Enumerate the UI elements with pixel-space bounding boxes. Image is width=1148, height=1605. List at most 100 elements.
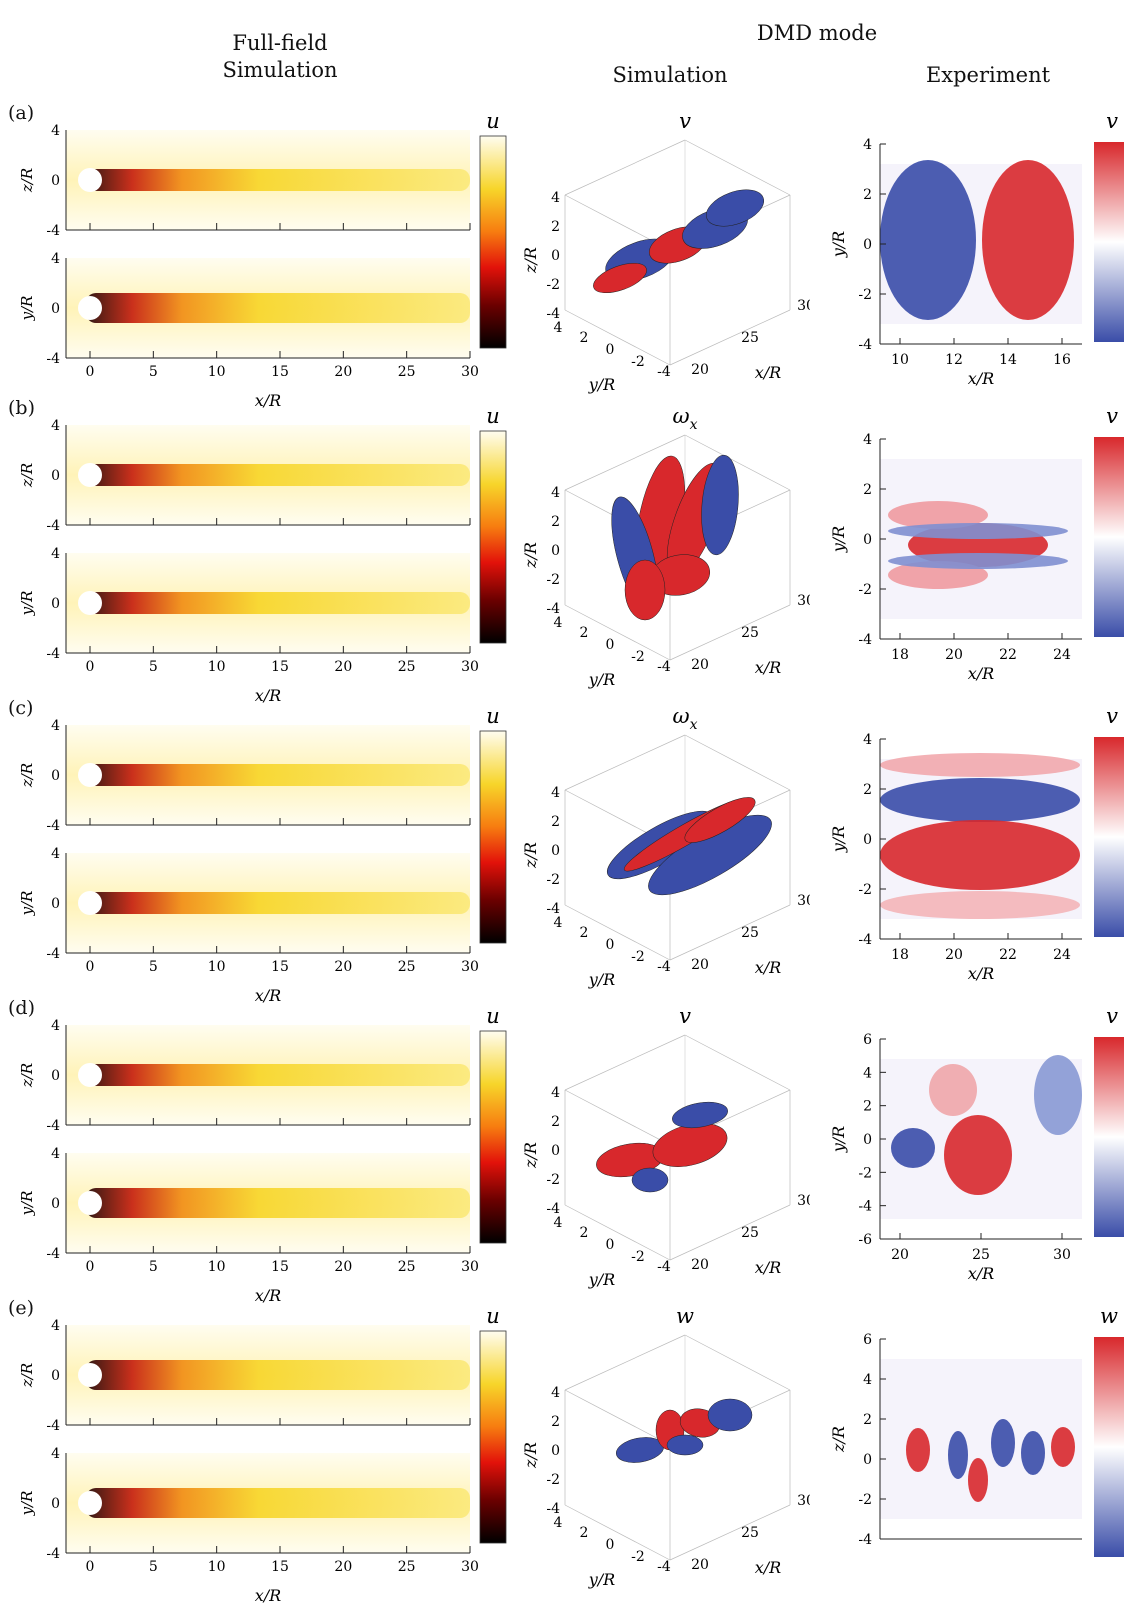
x-tick-label: 30 xyxy=(461,1259,479,1275)
y-tick-label: 0 xyxy=(51,896,60,912)
y-tick-label: 4 xyxy=(554,615,563,631)
bluff-body xyxy=(78,296,102,320)
y-tick-label: -4 xyxy=(46,1118,60,1134)
x-tick-label: 30 xyxy=(797,593,810,609)
y-tick-label: 4 xyxy=(51,1146,60,1162)
x-tick-label: 15 xyxy=(271,659,289,675)
axis-label: x/R xyxy=(255,1286,281,1305)
y-tick-label: 2 xyxy=(580,625,589,641)
y-tick-label: 0 xyxy=(863,1132,872,1148)
y-tick-label: -4 xyxy=(858,932,872,948)
y-tick-label: 0 xyxy=(863,532,872,548)
z-tick-label: 4 xyxy=(551,785,560,801)
colorbar-diverging xyxy=(1094,1337,1124,1557)
y-tick-label: 2 xyxy=(863,1412,872,1428)
wake-region xyxy=(86,592,470,614)
header-full-field: Full-field Simulation xyxy=(222,31,338,82)
x-tick-label: 25 xyxy=(741,330,759,346)
y-tick-label: -6 xyxy=(858,1232,872,1248)
axis-label: y/R xyxy=(20,1191,36,1217)
y-tick-label: 2 xyxy=(580,1525,589,1541)
y-tick-label: 4 xyxy=(51,251,60,267)
y-tick-label: -4 xyxy=(46,1546,60,1562)
axis-label: y/R xyxy=(829,526,848,553)
axis-label: x/R xyxy=(968,369,994,388)
dmd-experiment-panel: w 6 4 2 0 -2 -4 z/R xyxy=(829,1305,1124,1557)
wake-region xyxy=(86,1360,470,1390)
wake-region xyxy=(86,1188,470,1218)
y-tick-label: -4 xyxy=(657,1259,671,1275)
bluff-body xyxy=(78,763,102,787)
x-tick-label: 18 xyxy=(891,647,909,663)
x-tick-label: 30 xyxy=(797,893,810,909)
x-tick-label: 30 xyxy=(797,1193,810,1209)
y-tick-label: -2 xyxy=(858,1492,872,1508)
x-tick-label: 24 xyxy=(1053,947,1071,963)
z-tick-label: -4 xyxy=(546,901,560,917)
y-tick-label: 4 xyxy=(51,1446,60,1462)
axis-label: y/R xyxy=(588,670,615,689)
y-tick-label: -4 xyxy=(46,223,60,239)
colorbar-title: u xyxy=(486,1005,500,1028)
mode-region xyxy=(929,1064,977,1116)
z-tick-label: 0 xyxy=(551,1443,560,1459)
y-tick-label: -4 xyxy=(858,632,872,648)
panel-label: (c) xyxy=(8,697,34,719)
colorbar-diverging xyxy=(1094,737,1124,937)
colorbar-diverging xyxy=(1094,1037,1124,1237)
axis-label: y/R xyxy=(588,375,615,394)
variable-label: v xyxy=(679,110,691,133)
y-tick-label: -4 xyxy=(858,1532,872,1548)
axis-label: z/R xyxy=(20,763,36,788)
x-tick-label: 20 xyxy=(691,957,709,973)
x-tick-label: 20 xyxy=(691,362,709,378)
y-tick-label: 4 xyxy=(863,432,872,448)
axis-label: y/R xyxy=(588,970,615,989)
isosurface-blob xyxy=(593,262,647,294)
axis-label: x/R xyxy=(968,1264,994,1283)
y-tick-label: -4 xyxy=(46,518,60,534)
y-tick-label: 0 xyxy=(51,1068,60,1084)
x-tick-label: 20 xyxy=(334,1559,352,1575)
y-tick-label: 0 xyxy=(863,832,872,848)
mode-region xyxy=(888,553,1068,569)
x-tick-label: 0 xyxy=(86,659,95,675)
isosurface-blob xyxy=(701,454,739,556)
colorbar-title: u xyxy=(486,405,500,428)
x-tick-label: 0 xyxy=(86,364,95,380)
x-tick-label: 20 xyxy=(691,657,709,673)
colorbar-title: u xyxy=(486,1305,500,1328)
wake-region xyxy=(86,293,470,323)
z-tick-label: 2 xyxy=(551,1414,560,1430)
x-tick-label: 10 xyxy=(208,1259,226,1275)
x-tick-label: 24 xyxy=(1053,647,1071,663)
y-tick-label: 0 xyxy=(606,637,615,653)
bluff-body xyxy=(78,891,102,915)
z-tick-label: 4 xyxy=(551,190,560,206)
x-tick-label: 20 xyxy=(334,659,352,675)
variable-label: v xyxy=(1106,705,1118,728)
z-tick-label: 0 xyxy=(551,543,560,559)
x-tick-label: 20 xyxy=(334,1259,352,1275)
axis-label: y/R xyxy=(20,296,36,322)
y-tick-label: 2 xyxy=(863,187,872,203)
x-tick-label: 25 xyxy=(741,625,759,641)
axis-label: z/R xyxy=(20,1063,36,1088)
variable-label: v xyxy=(1106,110,1118,133)
axis-label: z/R xyxy=(20,1363,36,1388)
y-tick-label: -4 xyxy=(46,1246,60,1262)
mode-region xyxy=(880,160,976,320)
variable-label: v xyxy=(1106,1005,1118,1028)
colorbar-title: u xyxy=(486,705,500,728)
y-tick-label: -4 xyxy=(46,1418,60,1434)
x-tick-label: 20 xyxy=(334,959,352,975)
y-tick-label: 0 xyxy=(51,301,60,317)
z-tick-label: -4 xyxy=(546,1201,560,1217)
panel-label: (b) xyxy=(8,397,35,419)
y-tick-label: 4 xyxy=(51,718,60,734)
mode-region xyxy=(948,1431,968,1479)
mode-region xyxy=(888,523,1068,539)
mode-region xyxy=(982,160,1074,320)
